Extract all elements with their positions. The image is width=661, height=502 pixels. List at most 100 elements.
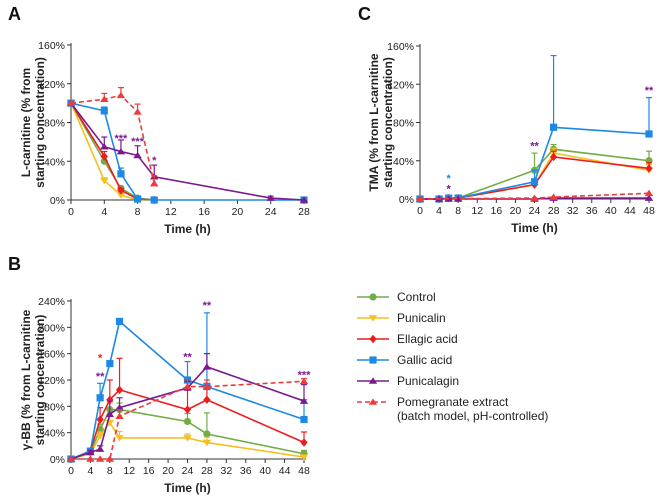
- panel-b-series-pomegranate-extract: [66, 377, 309, 462]
- legend-item-punicalin: Punicalin: [355, 311, 655, 332]
- legend-label-pomegranate-extract: Pomegranate extract (batch model, pH-con…: [397, 395, 549, 423]
- legend-label-punicalin: Punicalin: [397, 311, 446, 325]
- panel-b-x-tick-label: 48: [298, 465, 310, 477]
- panel-c-gallic-acid-point: [530, 178, 539, 186]
- panel-a-significance-annotation: ***: [131, 136, 145, 148]
- panel-c-x-tick-label: 12: [471, 205, 483, 217]
- panel-b-ellagic-acid-point: [203, 395, 211, 404]
- panel-a-y-tick-label: 80%: [44, 118, 65, 130]
- panel-b-punicalin-point: [183, 435, 192, 442]
- panel-a-punicalin-line: [70, 102, 155, 201]
- panel-a-x-tick-label: 28: [298, 206, 310, 218]
- panel-b-y-tick-label: 240%: [38, 296, 65, 308]
- legend-label-control: Control: [397, 290, 436, 304]
- panel-c-x-tick-label: 40: [605, 205, 617, 217]
- panel-b-ellagic-acid-point: [300, 438, 308, 447]
- legend-swatch-control: [357, 293, 389, 301]
- panel-b-gallic-acid-point: [96, 394, 104, 402]
- panel-a-y-tick-label: 0%: [50, 195, 65, 207]
- panel-b-significance-annotation: **: [96, 371, 105, 383]
- panel-label-b: B: [8, 254, 21, 274]
- panel-a-punicalagin-point: [299, 196, 309, 203]
- panel-c-x-tick-label: 24: [529, 205, 541, 217]
- panel-b-pomegranate-extract-point: [183, 382, 192, 390]
- legend-item-punicalagin: Punicalagin: [355, 374, 655, 395]
- panel-b-x-tick-label: 40: [259, 465, 271, 477]
- panel-label-a: A: [8, 4, 21, 24]
- panel-b-gallic-acid-point: [115, 317, 124, 326]
- panel-b-y-tick-label: 40%: [44, 428, 65, 440]
- panel-c-series-pomegranate-extract: [415, 189, 654, 202]
- panel-b-punicalagin-point: [299, 397, 309, 404]
- panel-b-y-tick-label: 0%: [50, 454, 65, 466]
- panel-b-y-tick-label: 160%: [38, 349, 65, 361]
- panel-b-y-axis-label: starting concentration): [33, 315, 47, 446]
- panel-a-ellagic-acid-point: [117, 186, 125, 195]
- panel-a-pomegranate-extract-point: [150, 179, 159, 187]
- panel-c-x-tick-label: 32: [567, 205, 579, 217]
- panel-c-y-axis-label: starting concentration): [381, 57, 395, 188]
- panel-c-x-tick-label: 4: [436, 205, 442, 217]
- panel-c-y-tick-label: 0%: [399, 194, 414, 206]
- panel-a-x-axis-label: Time (h): [164, 222, 210, 236]
- panel-b-x-tick-label: 0: [68, 465, 74, 477]
- panel-c-punicalagin-point: [644, 194, 654, 201]
- panel-c-y-tick-label: 120%: [387, 79, 414, 91]
- panel-b-punicalagin-point: [202, 363, 212, 370]
- panel-a-gallic-acid-line: [70, 102, 304, 201]
- panel-b-pomegranate-extract-line: [71, 380, 305, 460]
- panel-c-y-tick-label: 160%: [387, 41, 414, 53]
- panel-a-gallic-acid-point: [133, 195, 142, 203]
- panel-b-y-tick-label: 80%: [44, 401, 65, 413]
- legend-swatch-gallic-acid: [357, 356, 389, 364]
- panel-b-significance-annotation: ***: [298, 370, 312, 382]
- panel-b-pomegranate-extract-point: [95, 455, 105, 462]
- panel-c-pomegranate-extract-point: [415, 195, 425, 202]
- panel-c-pomegranate-extract-point: [644, 189, 654, 197]
- panel-c-gallic-acid-point: [549, 123, 558, 131]
- legend-marker-pomegranate-extract: [368, 398, 378, 405]
- panel-b-ellagic-acid-point: [106, 395, 114, 404]
- panel-a-pomegranate-extract-point: [116, 91, 126, 99]
- panel-a-significance-annotation: ***: [115, 133, 129, 145]
- panel-b-punicalagin-point: [115, 404, 124, 411]
- panel-c-x-tick-label: 16: [490, 205, 502, 217]
- panel-a-x-tick-label: 4: [101, 206, 107, 218]
- legend-marker-punicalagin: [368, 377, 378, 384]
- panel-a-y-tick-label: 40%: [44, 156, 65, 168]
- panel-a-punicalin-point: [100, 177, 109, 185]
- panel-c-significance-annotation: *: [446, 173, 451, 185]
- panel-label-c: C: [358, 4, 371, 24]
- panel-b-pomegranate-extract-point: [86, 455, 95, 462]
- panel-a-y-tick-label: 160%: [38, 40, 65, 52]
- panel-b-x-tick-label: 4: [87, 465, 93, 477]
- panel-c-y-tick-label: 80%: [393, 118, 414, 130]
- panel-c-x-axis-label: Time (h): [511, 221, 557, 235]
- legend-marker-control: [369, 293, 377, 301]
- panel-a-ellagic-acid-line: [70, 102, 155, 201]
- legend-marker-punicalin: [368, 315, 378, 322]
- panel-b-significance-annotation: *: [98, 353, 103, 365]
- legend-swatch-ellagic-acid: [357, 334, 389, 344]
- panel-b-punicalagin-point: [105, 410, 115, 418]
- panel-b-x-tick-label: 16: [143, 465, 155, 477]
- panel-c-pomegranate-extract-point: [549, 193, 558, 200]
- panel-c-significance-annotation: **: [645, 85, 654, 97]
- panel-b-punicalin-point: [115, 435, 124, 442]
- panel-a-chart: 0% 40% 80% 120% 160% 0 4 8 12 16 20 24 28 Time (h) L-c…: [19, 40, 310, 236]
- panel-b-punicalin-point: [202, 439, 212, 447]
- panel-b-punicalin-point: [95, 433, 105, 440]
- panel-b-x-tick-label: 20: [162, 465, 174, 477]
- panel-b-significance-annotation: **: [183, 351, 192, 363]
- panel-c-significance-annotation: **: [530, 140, 539, 152]
- panel-c-gallic-acid-point: [645, 130, 653, 138]
- panel-a-x-tick-label: 0: [68, 206, 74, 218]
- panel-b-series-punicalagin: [66, 353, 309, 462]
- panel-b-significance-annotation: **: [203, 300, 212, 312]
- panel-a-ellagic-acid-point: [100, 152, 108, 161]
- panel-b-x-tick-label: 12: [123, 465, 135, 477]
- panel-b-punicalagin-point: [86, 448, 95, 456]
- panel-b-ellagic-acid-point: [96, 415, 104, 424]
- legend-label-ellagic-acid: Ellagic acid: [397, 332, 458, 346]
